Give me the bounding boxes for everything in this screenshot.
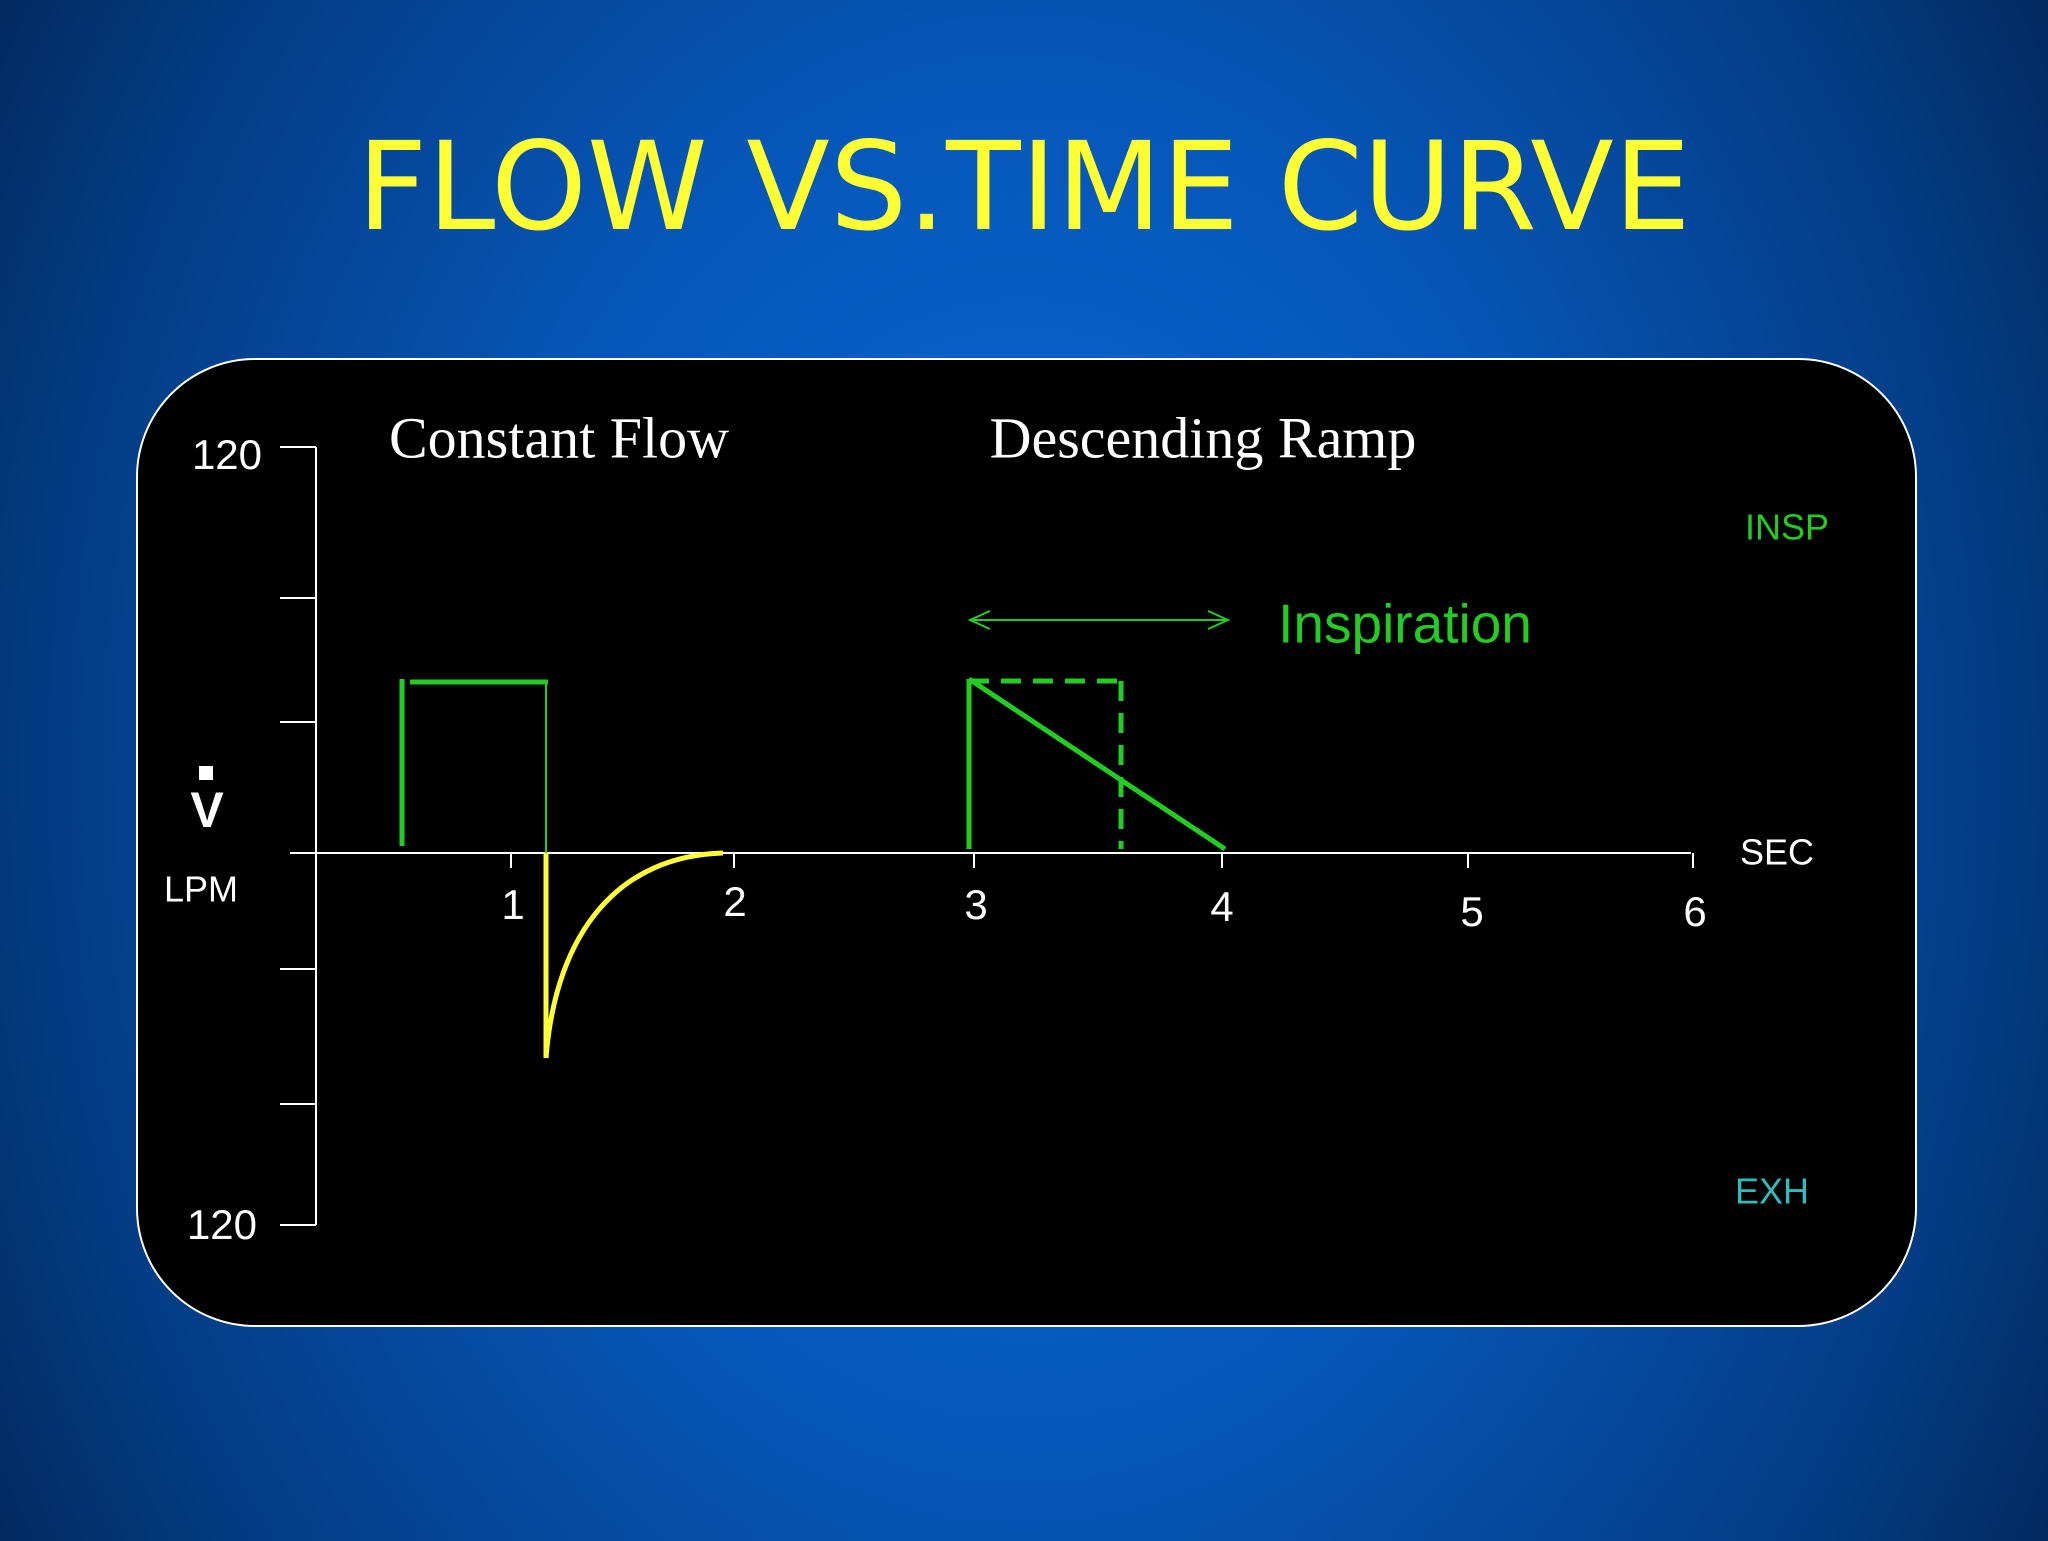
axes bbox=[280, 446, 1694, 1226]
exh-label: EXH bbox=[1735, 1171, 1809, 1212]
inspiration-label: Inspiration bbox=[1278, 593, 1532, 655]
v-dot bbox=[199, 766, 213, 780]
descending-ramp-curve bbox=[966, 676, 1227, 852]
ramp-decline bbox=[967, 676, 1227, 852]
insp-label: INSP bbox=[1745, 507, 1829, 548]
constant-flow-curve bbox=[399, 679, 548, 853]
v-symbol: V bbox=[190, 782, 224, 838]
inspiration-arrow bbox=[967, 610, 1231, 630]
y-bottom-label: 120 bbox=[187, 1201, 257, 1248]
x-tick-label: 3 bbox=[964, 881, 987, 928]
x-tick-label: 4 bbox=[1210, 883, 1233, 930]
labels: 120 120 V LPM SEC 1 2 3 4 5 6 Constant F… bbox=[164, 405, 1829, 1248]
x-unit: SEC bbox=[1740, 832, 1814, 873]
expiration-curve bbox=[543, 850, 724, 1059]
y-top-label: 120 bbox=[192, 431, 262, 478]
x-tick-label: 6 bbox=[1683, 888, 1706, 935]
descending-ramp-label: Descending Ramp bbox=[990, 405, 1417, 470]
unit-label: LPM bbox=[164, 869, 238, 910]
x-tick-label: 1 bbox=[501, 881, 524, 928]
arrow-head bbox=[1207, 610, 1231, 630]
x-tick-label: 2 bbox=[723, 878, 746, 925]
x-tick-label: 5 bbox=[1460, 888, 1483, 935]
title: FLOW VS.TIME CURVE bbox=[357, 116, 1691, 258]
arrow-head bbox=[967, 610, 991, 630]
exh-recovery bbox=[543, 850, 724, 1059]
constant-flow-label: Constant Flow bbox=[389, 405, 729, 470]
panel bbox=[136, 358, 1917, 1327]
